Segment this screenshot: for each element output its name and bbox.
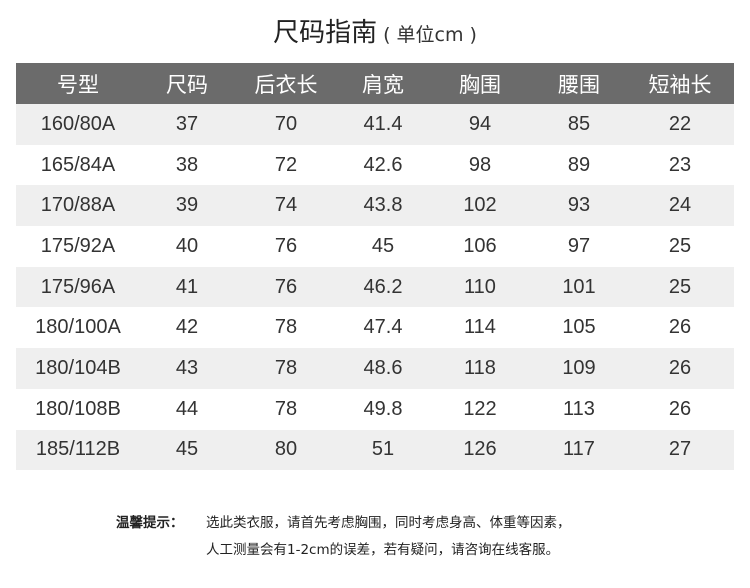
table-cell: 175/96A	[16, 266, 140, 308]
table-cell: 170/88A	[16, 185, 140, 227]
column-header: 腰围	[532, 63, 626, 104]
tips-note: 温馨提示： 选此类衣服，请首先考虑胸围，同时考虑身高、体重等因素， 人工测量会有1…	[116, 510, 571, 564]
table-cell: 110	[428, 266, 532, 308]
table-cell: 117	[532, 429, 626, 471]
table-cell: 45	[371, 234, 395, 257]
page-title: 尺码指南( 单位cm )	[0, 12, 750, 49]
table-cell: 40	[175, 234, 199, 257]
table-cell: 45	[140, 429, 234, 471]
table-cell: 74	[234, 185, 338, 227]
table-cell: 85	[532, 104, 626, 145]
column-header: 号型	[16, 63, 140, 104]
table-cell: 51	[338, 429, 428, 471]
table-cell: 126	[428, 429, 532, 471]
table-cell: 80	[234, 429, 338, 471]
table-cell: 93	[532, 185, 626, 227]
table-cell: 180/108B	[35, 397, 121, 420]
table-cell: 37	[140, 104, 234, 145]
table-row: 175/96A 41 76 46.2 110 101 25	[16, 266, 734, 308]
table-cell: 44	[175, 397, 199, 420]
table-header-row: 号型 尺码 后衣长 肩宽 胸围 腰围 短袖长	[16, 63, 734, 104]
table-cell: 78	[274, 316, 298, 339]
table-cell: 122	[463, 397, 497, 420]
table-cell: 42.6	[363, 153, 403, 176]
tips-label: 温馨提示：	[116, 515, 184, 531]
table-cell: 175/92A	[40, 234, 116, 257]
table-cell: 102	[428, 185, 532, 227]
table-cell: 46.2	[338, 266, 428, 308]
table-row: 160/80A 37 70 41.4 94 85 22	[16, 104, 734, 145]
table-row: 165/84A 38 72 42.6 98 89 23	[16, 145, 734, 186]
table-row: 180/100A 42 78 47.4 114 105 26	[16, 307, 734, 348]
table-cell: 114	[464, 316, 496, 339]
column-header: 后衣长	[234, 63, 338, 104]
table-cell: 105	[562, 316, 596, 339]
table-cell: 76	[234, 266, 338, 308]
column-header: 胸围	[428, 63, 532, 104]
table-row: 175/92A 40 76 45 106 97 25	[16, 226, 734, 267]
table-row: 170/88A 39 74 43.8 102 93 24	[16, 185, 734, 227]
table-cell: 26	[668, 397, 692, 420]
table-cell: 94	[428, 104, 532, 145]
table-cell: 41.4	[338, 104, 428, 145]
table-cell: 49.8	[363, 397, 403, 420]
table-cell: 165/84A	[40, 153, 116, 176]
table-cell: 97	[567, 234, 591, 257]
title-main: 尺码指南	[273, 18, 378, 48]
table-cell: 25	[668, 234, 692, 257]
table-cell: 109	[532, 348, 626, 389]
tips-line-1: 选此类衣服，请首先考虑胸围，同时考虑身高、体重等因素，	[206, 515, 571, 531]
table-cell: 43	[140, 348, 234, 389]
column-header: 肩宽	[338, 63, 428, 104]
table-cell: 180/100A	[35, 316, 121, 339]
table-cell: 41	[140, 266, 234, 308]
table-cell: 89	[567, 153, 591, 176]
size-table: 号型 尺码 后衣长 肩宽 胸围 腰围 短袖长 160/80A 37 70 41.4 94 85 22 16…	[16, 63, 734, 471]
table-cell: 118	[428, 348, 532, 389]
table-cell: 26	[626, 348, 734, 389]
table-cell: 43.8	[338, 185, 428, 227]
table-cell: 106	[463, 234, 497, 257]
table-cell: 27	[626, 429, 734, 471]
table-cell: 23	[668, 153, 692, 176]
table-cell: 78	[234, 348, 338, 389]
column-header: 尺码	[140, 63, 234, 104]
table-cell: 113	[563, 397, 595, 420]
table-cell: 24	[626, 185, 734, 227]
table-row: 185/112B 45 80 51 126 117 27	[16, 429, 734, 471]
table-cell: 78	[274, 397, 298, 420]
table-cell: 160/80A	[16, 104, 140, 145]
tips-line-2: 人工测量会有1-2cm的误差，若有疑问，请咨询在线客服。	[206, 542, 560, 558]
table-cell: 26	[668, 316, 692, 339]
table-cell: 185/112B	[16, 429, 140, 471]
title-unit: ( 单位cm )	[383, 24, 477, 46]
table-row: 180/108B 44 78 49.8 122 113 26	[16, 389, 734, 430]
table-cell: 48.6	[338, 348, 428, 389]
table-cell: 72	[274, 153, 298, 176]
table-cell: 47.4	[363, 316, 403, 339]
table-cell: 38	[175, 153, 199, 176]
table-cell: 39	[140, 185, 234, 227]
column-header: 短袖长	[626, 63, 734, 104]
table-cell: 101	[532, 266, 626, 308]
table-cell: 22	[626, 104, 734, 145]
table-row: 180/104B 43 78 48.6 118 109 26	[16, 348, 734, 389]
table-cell: 76	[274, 234, 298, 257]
table-cell: 180/104B	[16, 348, 140, 389]
table-cell: 42	[175, 316, 199, 339]
table-cell: 70	[234, 104, 338, 145]
table-cell: 25	[626, 266, 734, 308]
table-cell: 98	[468, 153, 492, 176]
